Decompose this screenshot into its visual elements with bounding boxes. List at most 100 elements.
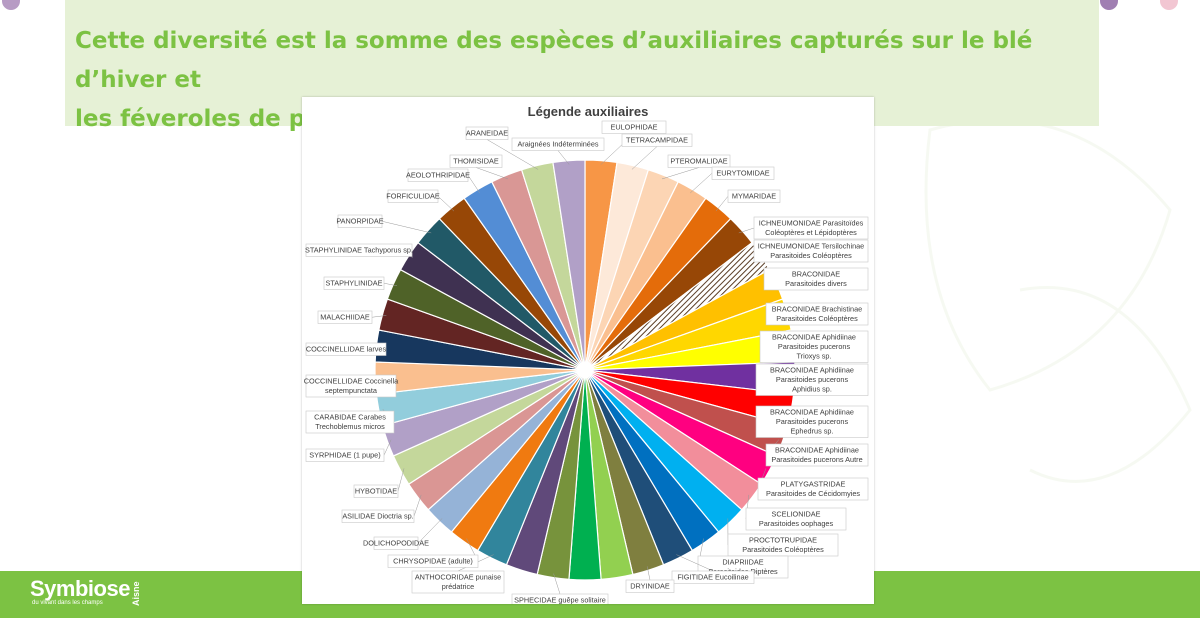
slice-label-text: Parasitoides pucerons Autre	[771, 455, 862, 464]
slice-label-text: ASILIDAE Dioctria sp.	[342, 512, 413, 521]
leader-line	[397, 468, 405, 492]
slice-label-text: EULOPHIDAE	[610, 123, 657, 132]
slice-label-box	[727, 189, 781, 203]
pie-slice	[552, 159, 586, 371]
slice-label-text: PROCTOTRUPIDAE	[749, 536, 817, 545]
slice-label-text: ANTHOCORIDAE punaise	[415, 573, 501, 582]
slice-label-box	[759, 330, 869, 363]
leader-line	[631, 146, 658, 170]
slice-label-text: PANORPIDAE	[336, 217, 383, 226]
slice-label: Araignées Indéterminées	[511, 137, 605, 151]
leader-line	[383, 439, 392, 456]
slice-label-box	[305, 342, 387, 356]
slice-label-text: Parasitoides Coléoptères	[742, 545, 824, 554]
slice-label-box	[745, 507, 847, 531]
slice-label-box	[755, 363, 869, 396]
slice-label-text: Ephedrus sp.	[791, 427, 834, 436]
pie-chart-panel: Légende auxiliaires EULOPHIDAE TETRACAMPI…	[302, 97, 874, 604]
slice-label-text: Araignées Indéterminées	[517, 140, 598, 149]
leader-line	[383, 283, 398, 286]
slice-label-text: Parasitoides pucerons	[776, 417, 849, 426]
slice-label: ASILIDAE Dioctria sp.	[341, 509, 415, 523]
slice-label-box	[305, 448, 385, 462]
slice-label-box	[387, 554, 479, 568]
slice-label-text: Aphidius sp.	[792, 385, 832, 394]
slice-label-box	[753, 216, 869, 240]
leader-line	[417, 518, 443, 544]
pie-chart: Légende auxiliaires EULOPHIDAE TETRACAMPI…	[304, 104, 869, 604]
slice-label: ICHNEUMONIDAE TersilochinaeParasitoides …	[753, 239, 869, 263]
slice-label-box	[621, 133, 693, 147]
slice-label-text: septempunctata	[325, 386, 378, 395]
slice-label-text: BRACONIDAE Brachistinae	[772, 305, 862, 314]
corner-flower-right-icon	[1100, 0, 1118, 10]
slice-label: STAPHYLINIDAE Tachyporus sp.	[305, 243, 413, 257]
background-decoration	[924, 118, 1192, 483]
slice-label-box	[305, 410, 395, 434]
leader-line	[690, 173, 713, 194]
leader-line	[557, 150, 570, 165]
slice-label: PANORPIDAE	[336, 214, 384, 228]
slice-label: FIGITIDAE Eucoilinae	[671, 570, 755, 584]
slice-label-text: FORFICULIDAE	[386, 192, 440, 201]
slice-label-text: AEOLOTHRIPIDAE	[406, 171, 470, 180]
slice-label-box	[341, 509, 415, 523]
slice-label-text: ICHNEUMONIDAE Parasitoïdes	[759, 219, 864, 228]
slice-label-box	[305, 243, 413, 257]
slice-label-text: ICHNEUMONIDAE Tersilochinae	[758, 242, 865, 251]
logo-side-text: Aisne	[131, 581, 141, 606]
slice-label-text: Parasitoides Coléoptères	[776, 314, 858, 323]
slice-label-box	[765, 302, 869, 326]
slice-label: COCCINELLIDAE larves	[305, 342, 387, 356]
slice-label-text: DRYINIDAE	[630, 582, 670, 591]
slice-label: CHRYSOPIDAE (adulte)	[387, 554, 479, 568]
slice-label: MALACHIIDAE	[317, 310, 373, 324]
leader-line	[413, 494, 422, 517]
slice-label-box	[763, 267, 869, 291]
slice-label-text: STAPHYLINIDAE	[325, 279, 382, 288]
slice-label-text: ARANEIDAE	[466, 129, 508, 138]
leader-line	[661, 167, 700, 180]
slice-label: DOLICHOPODIDAE	[363, 536, 429, 550]
corner-flower-far-right-icon	[1160, 0, 1178, 10]
slice-label-text: COCCINELLIDAE Coccinella	[304, 377, 399, 386]
slice-label: EURYTOMIDAE	[711, 166, 775, 180]
slice-label-box	[711, 166, 775, 180]
slice-label-box	[407, 168, 469, 182]
leader-line	[437, 196, 455, 212]
slice-label-box	[511, 593, 609, 604]
slice-label-box	[323, 276, 385, 290]
leader-line	[646, 566, 651, 581]
slice-label-box	[511, 137, 605, 151]
slice-label-text: Trioxys sp.	[796, 352, 831, 361]
leader-line	[475, 167, 509, 180]
slice-label-box	[671, 570, 755, 584]
slice-label: HYBOTIDAE	[353, 484, 399, 498]
slice-label: FORFICULIDAE	[386, 189, 440, 203]
leader-line	[676, 554, 714, 572]
slice-label: DRYINIDAE	[625, 579, 675, 593]
slice-label-box	[667, 154, 731, 168]
slice-label: ARANEIDAE	[465, 126, 509, 140]
slice-label-text: SCELIONIDAE	[771, 510, 820, 519]
slice-label-text: prédatrice	[442, 582, 474, 591]
slice-label-text: TETRACAMPIDAE	[626, 136, 688, 145]
corner-flower-left-icon	[2, 0, 20, 10]
leader-line	[486, 139, 539, 170]
heading-line-1: Cette diversité est la somme des espèces…	[75, 28, 1033, 93]
slice-label-text: PLATYGASTRIDAE	[781, 480, 846, 489]
leader-line	[553, 573, 561, 595]
pie-center	[577, 362, 593, 378]
slice-label: SPHECIDAE guêpe solitaire	[511, 593, 609, 604]
slice-label: PTEROMALIDAE	[667, 154, 731, 168]
slice-label-text: Trechoblemus micros	[315, 422, 385, 431]
slice-label-text: DOLICHOPODIDAE	[363, 539, 429, 548]
